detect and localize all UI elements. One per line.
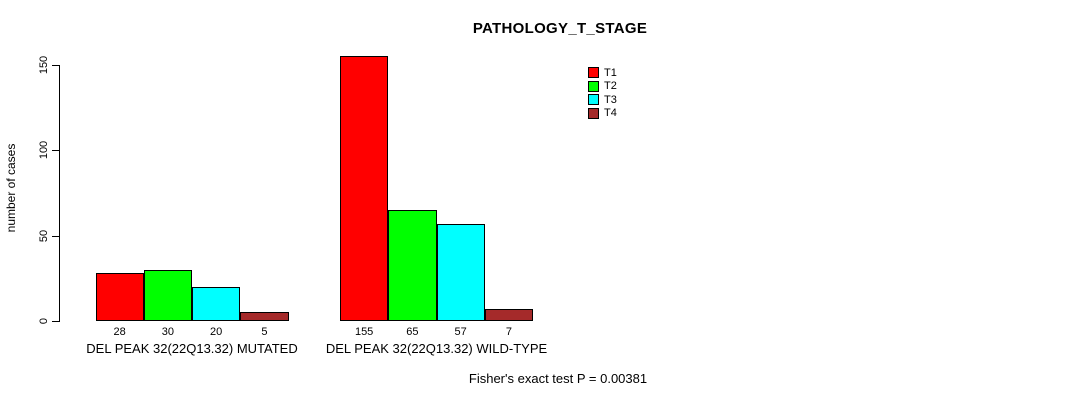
bar-value-label: 7 <box>505 326 512 338</box>
y-tick-label: 50 <box>38 229 50 242</box>
y-axis-tick <box>52 235 59 237</box>
bar-t4-group2 <box>484 309 533 321</box>
bar-value-label: 28 <box>113 326 126 338</box>
fisher-test-annotation: Fisher's exact test P = 0.00381 <box>468 371 648 386</box>
y-tick-label: 0 <box>38 317 50 325</box>
y-tick-label: 100 <box>38 140 50 160</box>
bar-value-label: 30 <box>161 326 174 338</box>
y-axis-tick <box>52 64 59 66</box>
bar-value-label: 57 <box>454 326 467 338</box>
y-tick-label: 150 <box>38 55 50 74</box>
y-axis-label: number of cases <box>4 143 18 233</box>
legend-label-t2: T2 <box>604 80 617 92</box>
bar-value-label: 5 <box>261 326 268 338</box>
legend-swatch-t3 <box>588 94 599 105</box>
y-axis-tick <box>52 321 59 322</box>
bar-t3-group1 <box>192 286 241 321</box>
bar-value-label: 65 <box>406 326 419 338</box>
bar-t2-group1 <box>143 269 192 321</box>
legend-swatch-t1 <box>588 67 599 78</box>
bar-t4-group1 <box>240 312 289 321</box>
group-label: DEL PEAK 32(22Q13.32) WILD-TYPE <box>325 341 548 356</box>
y-axis-line <box>59 64 60 322</box>
legend-label-t1: T1 <box>604 66 617 79</box>
bar-t1-group1 <box>95 273 144 321</box>
bar-value-label: 20 <box>210 326 223 338</box>
legend-swatch-t2 <box>588 80 599 92</box>
y-axis-tick <box>52 150 59 151</box>
legend-label-t3: T3 <box>604 93 617 106</box>
bar-t2-group2 <box>388 209 437 321</box>
bar-t3-group2 <box>436 223 485 321</box>
bar-t1-group2 <box>340 55 389 321</box>
legend-swatch-t4 <box>588 107 599 119</box>
bar-value-label: 155 <box>354 326 374 338</box>
legend-label-t4: T4 <box>604 107 617 119</box>
chart-title: PATHOLOGY_T_STAGE <box>472 20 648 37</box>
group-label: DEL PEAK 32(22Q13.32) MUTATED <box>86 341 298 356</box>
